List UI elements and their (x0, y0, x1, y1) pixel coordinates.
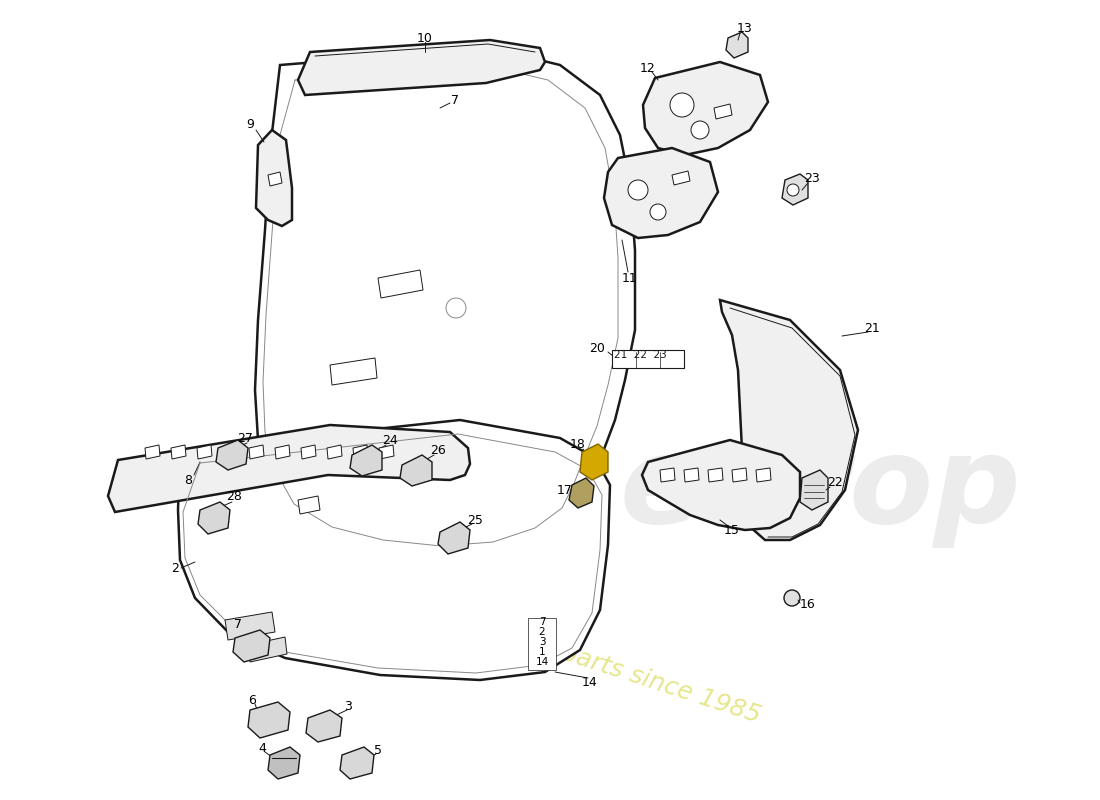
Text: 23: 23 (804, 171, 820, 185)
Polygon shape (298, 40, 544, 95)
Polygon shape (327, 445, 342, 459)
Polygon shape (378, 270, 424, 298)
Text: 26: 26 (430, 443, 446, 457)
Circle shape (786, 184, 799, 196)
Polygon shape (782, 174, 808, 205)
Polygon shape (233, 630, 270, 662)
Polygon shape (198, 502, 230, 534)
Polygon shape (256, 130, 292, 226)
Text: 25: 25 (468, 514, 483, 526)
Polygon shape (353, 445, 369, 459)
Polygon shape (249, 445, 264, 459)
Text: 2: 2 (539, 627, 546, 637)
Bar (528, 618, 556, 670)
Polygon shape (268, 747, 300, 779)
Text: 17: 17 (557, 483, 573, 497)
Polygon shape (720, 300, 858, 540)
Text: 20: 20 (590, 342, 605, 354)
Text: 16: 16 (800, 598, 816, 611)
Polygon shape (330, 358, 377, 385)
Polygon shape (255, 48, 635, 560)
Circle shape (628, 180, 648, 200)
Text: 27: 27 (238, 431, 253, 445)
Text: 8: 8 (184, 474, 192, 486)
Circle shape (650, 204, 666, 220)
Text: 7: 7 (234, 618, 242, 631)
Text: 7: 7 (539, 617, 546, 627)
Polygon shape (660, 468, 675, 482)
Polygon shape (197, 445, 212, 459)
Polygon shape (170, 445, 186, 459)
Circle shape (691, 121, 710, 139)
Polygon shape (298, 496, 320, 514)
Polygon shape (438, 522, 470, 554)
Polygon shape (714, 104, 732, 119)
Polygon shape (226, 612, 275, 640)
Polygon shape (604, 148, 718, 238)
Polygon shape (580, 444, 608, 480)
Text: 11: 11 (623, 271, 638, 285)
Polygon shape (756, 468, 771, 482)
Text: 4: 4 (258, 742, 266, 754)
Text: 22: 22 (827, 475, 843, 489)
Text: 21  22  23: 21 22 23 (614, 350, 667, 360)
Polygon shape (248, 637, 287, 662)
Text: 5: 5 (374, 743, 382, 757)
Polygon shape (642, 440, 800, 530)
Polygon shape (223, 445, 238, 459)
Bar (612, 350, 684, 368)
Polygon shape (379, 445, 394, 459)
Text: 3: 3 (344, 699, 352, 713)
Polygon shape (108, 425, 470, 512)
Text: europ: europ (619, 431, 1021, 549)
Text: 6: 6 (249, 694, 256, 706)
Text: 24: 24 (382, 434, 398, 446)
Text: 18: 18 (570, 438, 586, 451)
Text: 15: 15 (724, 523, 740, 537)
Polygon shape (340, 747, 374, 779)
Polygon shape (644, 62, 768, 155)
Polygon shape (400, 455, 432, 486)
Text: 21: 21 (865, 322, 880, 334)
Polygon shape (306, 710, 342, 742)
Circle shape (446, 298, 466, 318)
Polygon shape (569, 478, 594, 508)
Polygon shape (672, 171, 690, 185)
Text: 14: 14 (536, 657, 549, 667)
Polygon shape (726, 32, 748, 58)
Polygon shape (708, 468, 723, 482)
Text: 14: 14 (582, 675, 598, 689)
Polygon shape (800, 470, 828, 510)
Text: a passion for parts since 1985: a passion for parts since 1985 (397, 588, 763, 728)
Text: 12: 12 (640, 62, 656, 74)
Polygon shape (216, 440, 248, 470)
Polygon shape (350, 445, 382, 476)
Text: 28: 28 (227, 490, 242, 502)
Text: 10: 10 (417, 31, 433, 45)
Text: 13: 13 (737, 22, 752, 34)
Polygon shape (248, 702, 290, 738)
Text: 3: 3 (539, 637, 546, 647)
Polygon shape (178, 420, 610, 680)
Text: 1: 1 (539, 647, 546, 657)
Polygon shape (145, 445, 160, 459)
Circle shape (670, 93, 694, 117)
Text: 9: 9 (246, 118, 254, 131)
Polygon shape (732, 468, 747, 482)
Polygon shape (301, 445, 316, 459)
Polygon shape (275, 445, 290, 459)
Polygon shape (684, 468, 699, 482)
Polygon shape (268, 172, 282, 186)
Text: 7: 7 (451, 94, 459, 106)
Circle shape (784, 590, 800, 606)
Text: 2: 2 (172, 562, 179, 574)
